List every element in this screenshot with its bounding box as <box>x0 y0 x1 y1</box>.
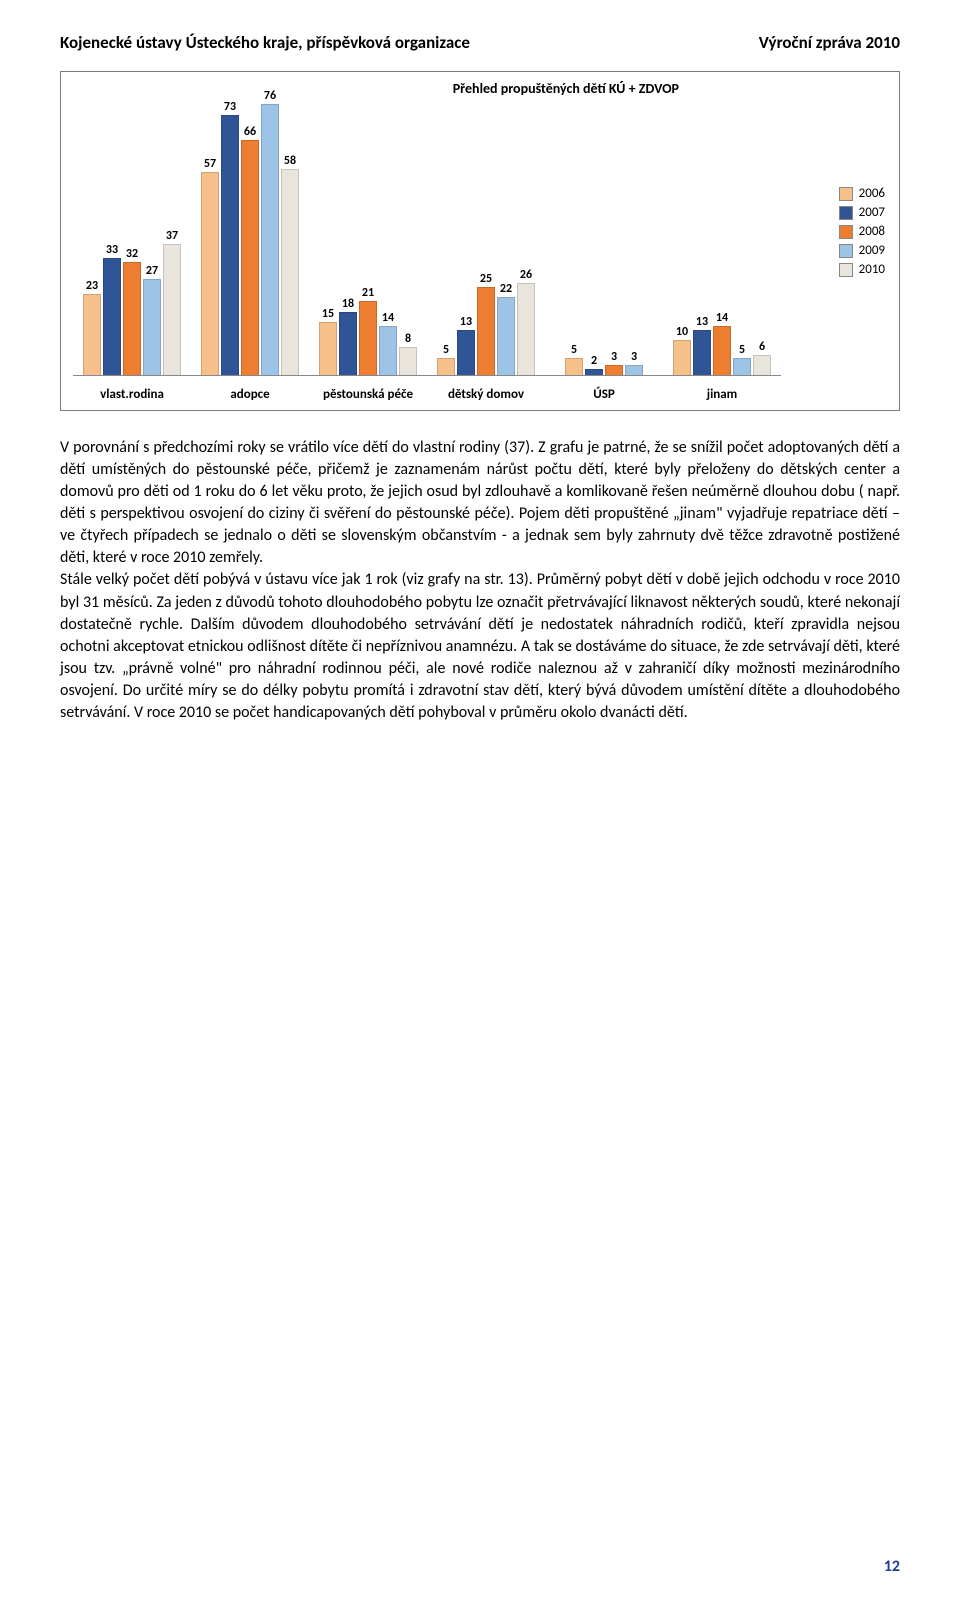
bar-value-label: 14 <box>716 311 728 325</box>
bar-value-label: 2 <box>591 354 597 368</box>
bar-value-label: 22 <box>500 282 512 296</box>
body-text: V porovnání s předchozími roky se vrátil… <box>60 437 900 724</box>
chart-bar: 13 <box>457 330 475 376</box>
chart-bar: 8 <box>399 347 417 376</box>
chart-x-axis-labels: vlast.rodinaadopcepěstounská péčedětský … <box>73 387 781 402</box>
x-axis-category-label: jinam <box>663 387 781 402</box>
bar-value-label: 13 <box>460 315 472 329</box>
chart-bar-groups: 2333322737577366765815182114851325222652… <box>73 82 781 376</box>
chart-category-group: 151821148 <box>309 82 427 376</box>
x-axis-category-label: vlast.rodina <box>73 387 191 402</box>
legend-label: 2009 <box>859 243 885 258</box>
chart-bar: 23 <box>83 294 101 376</box>
body-paragraph: Stále velký počet dětí pobývá v ústavu v… <box>60 569 900 724</box>
header-right: Výroční zpráva 2010 <box>759 32 900 53</box>
chart-bar: 76 <box>261 104 279 376</box>
page-number: 12 <box>884 1557 900 1576</box>
bar-value-label: 3 <box>631 350 637 364</box>
bar-value-label: 26 <box>520 268 532 282</box>
chart-x-axis-line <box>73 375 781 376</box>
chart-category-group: 5773667658 <box>191 82 309 376</box>
chart-category-group: 513252226 <box>427 82 545 376</box>
legend-swatch <box>839 206 853 220</box>
legend-swatch <box>839 187 853 201</box>
document-page: Kojenecké ústavy Ústeckého kraje, příspě… <box>0 0 960 1606</box>
x-axis-category-label: adopce <box>191 387 309 402</box>
bar-value-label: 15 <box>322 307 334 321</box>
legend-item: 2007 <box>839 205 885 220</box>
legend-item: 2010 <box>839 262 885 277</box>
chart-bar: 5 <box>733 358 751 376</box>
chart-category-group: 5233 <box>545 82 663 376</box>
chart-bar: 13 <box>693 330 711 376</box>
bar-value-label: 10 <box>676 325 688 339</box>
chart-bar: 18 <box>339 312 357 376</box>
chart-bar: 57 <box>201 172 219 376</box>
bar-value-label: 5 <box>739 343 745 357</box>
chart-plot-area: 2333322737577366765815182114851325222652… <box>73 82 781 376</box>
chart-bar: 33 <box>103 258 121 376</box>
bar-value-label: 25 <box>480 272 492 286</box>
legend-label: 2008 <box>859 224 885 239</box>
bar-value-label: 5 <box>443 343 449 357</box>
chart-bar: 66 <box>241 140 259 376</box>
bar-value-label: 32 <box>126 247 138 261</box>
bar-value-label: 8 <box>405 332 411 346</box>
bar-value-label: 27 <box>146 264 158 278</box>
body-paragraph: V porovnání s předchozími roky se vrátil… <box>60 437 900 569</box>
legend-swatch <box>839 263 853 277</box>
legend-swatch <box>839 244 853 258</box>
chart-bar: 37 <box>163 244 181 376</box>
legend-item: 2006 <box>839 186 885 201</box>
chart-bar: 15 <box>319 322 337 376</box>
chart-bar: 25 <box>477 287 495 376</box>
legend-label: 2006 <box>859 186 885 201</box>
bar-value-label: 76 <box>264 89 276 103</box>
bar-value-label: 5 <box>571 343 577 357</box>
bar-value-label: 23 <box>86 279 98 293</box>
chart-legend: 2006 2007 2008 2009 2010 <box>839 182 885 281</box>
legend-swatch <box>839 225 853 239</box>
bar-value-label: 6 <box>759 340 765 354</box>
chart-bar: 22 <box>497 297 515 376</box>
chart-bar: 27 <box>143 279 161 376</box>
bar-value-label: 13 <box>696 315 708 329</box>
chart-bar: 73 <box>221 115 239 376</box>
bar-value-label: 58 <box>284 154 296 168</box>
x-axis-category-label: dětský domov <box>427 387 545 402</box>
legend-label: 2010 <box>859 262 885 277</box>
bar-value-label: 73 <box>224 100 236 114</box>
bar-value-label: 21 <box>362 286 374 300</box>
bar-value-label: 57 <box>204 157 216 171</box>
chart-bar: 21 <box>359 301 377 376</box>
legend-label: 2007 <box>859 205 885 220</box>
x-axis-category-label: ÚSP <box>545 387 663 402</box>
chart-bar: 10 <box>673 340 691 376</box>
chart-bar: 32 <box>123 262 141 376</box>
legend-item: 2008 <box>839 224 885 239</box>
chart-bar: 14 <box>713 326 731 376</box>
bar-value-label: 3 <box>611 350 617 364</box>
header-left: Kojenecké ústavy Ústeckého kraje, příspě… <box>60 32 470 53</box>
bar-value-label: 18 <box>342 297 354 311</box>
chart-bar: 26 <box>517 283 535 376</box>
x-axis-category-label: pěstounská péče <box>309 387 427 402</box>
chart-bar: 5 <box>437 358 455 376</box>
page-header: Kojenecké ústavy Ústeckého kraje, příspě… <box>60 32 900 53</box>
chart-category-group: 10131456 <box>663 82 781 376</box>
bar-value-label: 66 <box>244 125 256 139</box>
chart-category-group: 2333322737 <box>73 82 191 376</box>
chart-bar: 58 <box>281 169 299 376</box>
bar-value-label: 37 <box>166 229 178 243</box>
overview-chart: Přehled propuštěných dětí KÚ + ZDVOP 233… <box>60 71 900 411</box>
bar-value-label: 14 <box>382 311 394 325</box>
chart-bar: 5 <box>565 358 583 376</box>
legend-item: 2009 <box>839 243 885 258</box>
chart-bar: 6 <box>753 355 771 376</box>
bar-value-label: 33 <box>106 243 118 257</box>
chart-bar: 14 <box>379 326 397 376</box>
